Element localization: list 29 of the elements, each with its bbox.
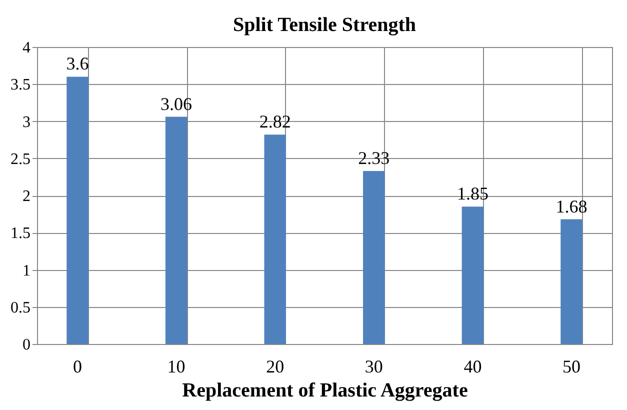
y-tick-label: 4 bbox=[22, 40, 30, 56]
x-axis-title: Replacement of Plastic Aggregate bbox=[182, 380, 468, 402]
y-tick-label: 0 bbox=[22, 336, 30, 354]
data-label: 3.06 bbox=[160, 94, 192, 114]
x-tick-label: 10 bbox=[167, 356, 186, 376]
chart-title: Split Tensile Strength bbox=[232, 14, 416, 36]
data-label: 1.85 bbox=[456, 184, 488, 204]
y-tick-label: 1.5 bbox=[10, 225, 30, 242]
bar bbox=[462, 206, 484, 344]
data-label: 2.82 bbox=[259, 112, 291, 132]
y-tick-label: 3 bbox=[22, 114, 30, 131]
data-label: 1.68 bbox=[556, 196, 588, 216]
y-tick-label: 1 bbox=[22, 262, 30, 280]
y-tick-label: 2.5 bbox=[10, 150, 30, 168]
data-label: 3.6 bbox=[66, 54, 89, 74]
x-tick-label: 0 bbox=[73, 356, 82, 376]
bar bbox=[66, 76, 88, 344]
data-label: 2.33 bbox=[358, 148, 390, 168]
bar bbox=[264, 134, 286, 344]
bar bbox=[165, 116, 188, 344]
x-tick-label: 20 bbox=[266, 356, 284, 376]
y-tick-label: 2 bbox=[22, 188, 30, 205]
y-tick-label: 3.5 bbox=[10, 76, 30, 94]
bar bbox=[363, 171, 385, 344]
bar bbox=[560, 219, 582, 344]
x-tick-label: 50 bbox=[562, 356, 580, 376]
y-tick-label: 0.5 bbox=[10, 299, 30, 316]
x-tick-label: 30 bbox=[364, 356, 383, 376]
x-tick-label: 40 bbox=[464, 356, 482, 376]
